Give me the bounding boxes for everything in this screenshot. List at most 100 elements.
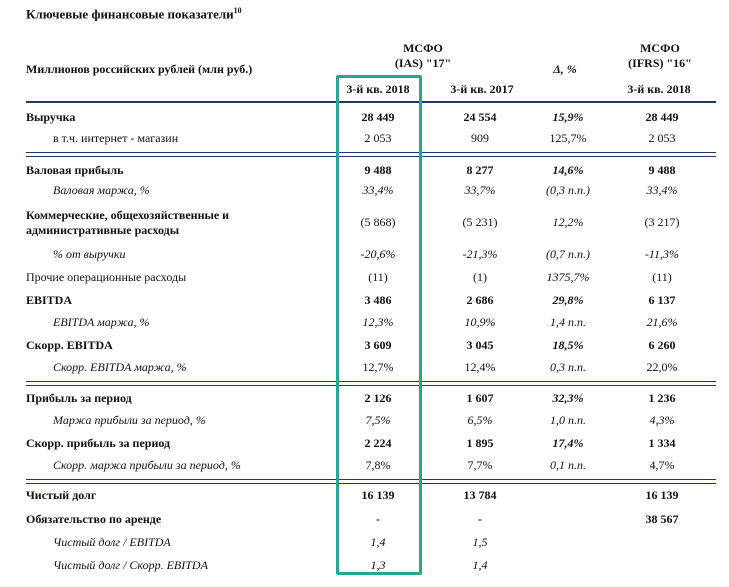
cell-q3-2018: (5 868): [360, 215, 396, 229]
cell-q3-2018-ifrs: 16 139: [645, 488, 679, 502]
cell-q3-2017: 909: [471, 131, 489, 145]
cell-delta: 32,3%: [552, 391, 584, 405]
table-row: Прочие операционные расходы (11) (1) 137…: [0, 270, 729, 290]
row-label: Валовая прибыль: [26, 163, 124, 177]
table-row: EBITDA 3 486 2 686 29,8% 6 137: [0, 293, 729, 313]
cell-q3-2018-ifrs: 2 053: [648, 131, 676, 145]
section-rule: [26, 381, 716, 386]
cell-q3-2018: 9 488: [364, 163, 392, 177]
cell-q3-2018-ifrs: 33,4%: [646, 183, 678, 197]
cell-q3-2018-ifrs: 6 260: [648, 338, 676, 352]
cell-q3-2017: 24 554: [463, 110, 497, 124]
table-row: Выручка 28 449 24 554 15,9% 28 449: [0, 110, 729, 130]
table-row: Маржа прибыли за период, % 7,5% 6,5% 1,0…: [0, 413, 729, 433]
row-label: Прибыль за период: [26, 391, 132, 405]
cell-q3-2017: 33,7%: [464, 183, 496, 197]
table-row: Валовая прибыль 9 488 8 277 14,6% 9 488: [0, 163, 729, 183]
footnote-ref: 10: [233, 6, 242, 15]
row-label: Чистый долг / Скорр. EBITDA: [53, 558, 208, 572]
cell-q3-2018: 3 486: [364, 293, 392, 307]
cell-delta: 12,2%: [552, 215, 584, 229]
cell-delta: (0,7 п.п.): [546, 247, 590, 261]
cell-q3-2018: 2 053: [364, 131, 392, 145]
cell-delta: (0,3 п.п.): [546, 183, 590, 197]
cell-q3-2018: 28 449: [361, 110, 395, 124]
row-label: в т.ч. интернет - магазин: [53, 131, 179, 145]
row-label: Скорр. EBITDA: [26, 338, 113, 352]
units-label: Миллионов российских рублей (млн руб.): [26, 62, 253, 76]
cell-q3-2017: 8 277: [466, 163, 494, 177]
cell-delta: 15,9%: [552, 110, 584, 124]
row-label: Маржа прибыли за период, %: [53, 413, 206, 427]
table-title: Ключевые финансовые показатели10: [26, 6, 242, 22]
cell-delta: 1375,7%: [546, 270, 590, 284]
cell-q3-2018: 33,4%: [362, 183, 394, 197]
cell-q3-2018: 16 139: [361, 488, 395, 502]
cell-q3-2018: 7,5%: [365, 413, 391, 427]
cell-q3-2018: 12,3%: [362, 315, 394, 329]
cell-q3-2017: 1,5: [472, 535, 488, 549]
cell-q3-2018-ifrs: 4,3%: [649, 413, 675, 427]
cell-delta: 18,5%: [552, 338, 584, 352]
cell-q3-2017: (1): [473, 270, 487, 284]
row-label: Чистый долг: [26, 488, 97, 502]
cell-q3-2017: 13 784: [463, 488, 497, 502]
subheader-q3-2018: 3-й кв. 2018: [346, 82, 410, 96]
column-header-ifrs16-line1: МСФО: [640, 41, 680, 55]
table-row: Скорр. прибыль за период 2 224 1 895 17,…: [0, 436, 729, 456]
table-row: Коммерческие, общехозяйственные и админи…: [0, 208, 729, 240]
column-highlight-box: [336, 75, 422, 575]
cell-q3-2018: 1,4: [370, 535, 386, 549]
cell-q3-2017: -21,3%: [462, 247, 498, 261]
cell-q3-2017: 1,4: [472, 558, 488, 572]
cell-q3-2018-ifrs: 1 334: [648, 436, 676, 450]
table-row: Чистый долг 16 139 13 784 16 139: [0, 488, 729, 508]
table-row: Скорр. EBITDA 3 609 3 045 18,5% 6 260: [0, 338, 729, 358]
cell-delta: 17,4%: [552, 436, 584, 450]
cell-q3-2018-ifrs: 38 567: [645, 512, 679, 526]
row-label: Скорр. маржа прибыли за период, %: [53, 458, 241, 472]
row-label: Прочие операционные расходы: [26, 270, 187, 284]
cell-q3-2018-ifrs: 21,6%: [646, 315, 678, 329]
row-label: EBITDA маржа, %: [53, 315, 150, 329]
header-rule: [26, 101, 716, 103]
row-label: Коммерческие, общехозяйственные и админи…: [26, 208, 229, 238]
subheader-q3-2018-ifrs: 3-й кв. 2018: [627, 82, 691, 96]
cell-q3-2017: (5 231): [462, 215, 498, 229]
row-label: Скорр. прибыль за период: [26, 436, 171, 450]
cell-q3-2018: 3 609: [364, 338, 392, 352]
section-rule: [26, 479, 716, 484]
table-row: Чистый долг / Скорр. EBITDA 1,3 1,4: [0, 558, 729, 578]
cell-delta: 14,6%: [552, 163, 584, 177]
cell-q3-2018-ifrs: 6 137: [648, 293, 676, 307]
cell-q3-2018-ifrs: 4,7%: [649, 458, 675, 472]
cell-q3-2018: -20,6%: [360, 247, 396, 261]
cell-delta: 1,4 п.п.: [550, 315, 586, 329]
cell-q3-2017: 12,4%: [464, 360, 496, 374]
cell-q3-2017: 6,5%: [467, 413, 493, 427]
cell-q3-2018: 2 224: [364, 436, 392, 450]
cell-delta: 1,0 п.п.: [550, 413, 586, 427]
cell-q3-2017: 1 607: [466, 391, 494, 405]
cell-q3-2018-ifrs: 22,0%: [646, 360, 678, 374]
cell-q3-2017: 10,9%: [464, 315, 496, 329]
table-row: Скорр. маржа прибыли за период, % 7,8% 7…: [0, 458, 729, 478]
cell-q3-2018-ifrs: 28 449: [645, 110, 679, 124]
cell-q3-2018: 7,8%: [365, 458, 391, 472]
cell-q3-2018-ifrs: 9 488: [648, 163, 676, 177]
table-title-text: Ключевые финансовые показатели: [26, 6, 234, 22]
row-label-line2: административные расходы: [26, 223, 180, 237]
table-row: Валовая маржа, % 33,4% 33,7% (0,3 п.п.) …: [0, 183, 729, 203]
cell-q3-2018-ifrs: (11): [652, 270, 672, 284]
table-row: Прибыль за период 2 126 1 607 32,3% 1 23…: [0, 391, 729, 411]
subheader-q3-2017: 3-й кв. 2017: [450, 82, 514, 96]
cell-q3-2017: 1 895: [466, 436, 494, 450]
row-label: Обязательство по аренде: [26, 512, 162, 526]
table-row: Чистый долг / EBITDA 1,4 1,5: [0, 535, 729, 555]
column-header-ias17-line2: (IAS) "17": [394, 56, 452, 70]
cell-q3-2018-ifrs: 1 236: [648, 391, 676, 405]
column-header-ifrs16: МСФО (IFRS) "16": [615, 41, 705, 71]
column-header-delta: Δ, %: [553, 62, 577, 76]
row-label-line1: Коммерческие, общехозяйственные и: [26, 208, 230, 222]
cell-q3-2018-ifrs: (3 217): [644, 215, 680, 229]
